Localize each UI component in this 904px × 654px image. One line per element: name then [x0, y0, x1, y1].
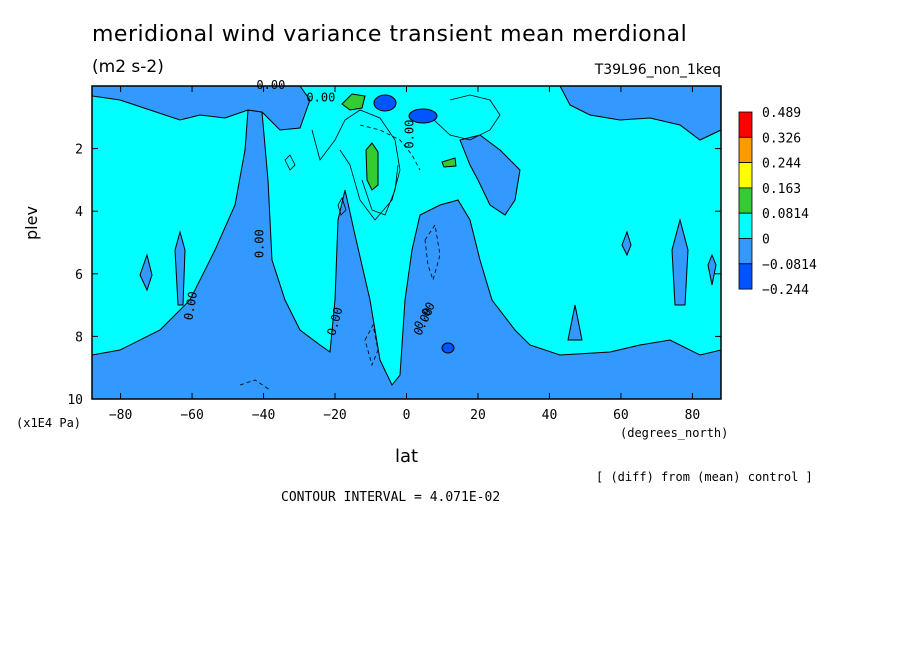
colorbar-label: 0.244	[762, 157, 801, 172]
colorbar-swatch	[738, 111, 753, 138]
x-tick-label: 40	[542, 408, 558, 423]
contour-region-negative	[174, 230, 186, 306]
contour-label: 0.00	[306, 91, 335, 105]
colorbar-label: −0.244	[762, 283, 809, 298]
x-tick-label: −80	[109, 408, 132, 423]
colorbar-swatch	[738, 187, 753, 214]
contour-region-negative	[567, 304, 583, 341]
contour-label: 0.00	[181, 290, 200, 321]
colorbar-swatch	[738, 238, 753, 265]
contour-label: 0.00	[411, 306, 436, 338]
contour-region-negative	[91, 109, 722, 400]
contour-line	[433, 94, 501, 141]
contour-line	[364, 323, 379, 367]
y-axis-units: (x1E4 Pa)	[16, 416, 82, 430]
contour-interval: CONTOUR INTERVAL = 4.071E-02	[281, 490, 501, 505]
contour-region-negative	[707, 253, 717, 286]
colorbar-label: 0	[762, 233, 770, 248]
contour-region-strong-negative	[441, 342, 455, 354]
contour-region-strong-negative	[373, 94, 397, 112]
contour-line	[337, 197, 347, 216]
contour-region-positive	[365, 142, 379, 191]
contour-line	[311, 109, 401, 221]
contour-label: 0.00	[411, 300, 438, 332]
contour-region-positive	[341, 93, 366, 111]
contour-line	[359, 124, 421, 171]
contour-line	[361, 164, 399, 216]
contour-region-strong-negative	[408, 108, 438, 124]
y-tick-label: 4	[75, 205, 83, 220]
colorbar-label: 0.326	[762, 131, 801, 146]
plot-frame	[91, 85, 722, 400]
diff-note: [ (diff) from (mean) control ]	[596, 470, 813, 484]
y-tick-label: 10	[67, 393, 83, 408]
contour-label: 0.00	[253, 229, 267, 258]
contour-line	[239, 379, 271, 391]
x-tick-label: 20	[470, 408, 486, 423]
y-tick-label: 8	[75, 330, 83, 345]
x-tick-label: 80	[685, 408, 701, 423]
y-axis-label: plev	[22, 206, 41, 240]
contour-region-negative	[671, 218, 689, 306]
contour-line	[284, 154, 296, 171]
colorbar-label: 0.0814	[762, 207, 809, 222]
contour-region-positive	[441, 157, 457, 168]
plot-area	[91, 85, 722, 400]
colorbar-swatch	[738, 212, 753, 239]
colorbar-label: −0.0814	[762, 258, 817, 273]
colorbar: 0.489 0.326 0.244 0.163 0.0814 0 −0.0814 −0.244	[738, 106, 817, 298]
colorbar-swatch	[738, 136, 753, 164]
x-tick-label: 60	[613, 408, 629, 423]
contour-region-negative	[559, 85, 722, 141]
chart-title: meridional wind variance transient mean …	[92, 22, 688, 47]
y-tick-label: 2	[75, 143, 83, 158]
colorbar-swatch	[738, 162, 753, 189]
run-label: T39L96_non_1keq	[594, 62, 721, 78]
contour-label: 0.00	[403, 120, 417, 149]
plot-background	[92, 86, 721, 399]
x-tick-label: −40	[252, 408, 275, 423]
contour-region-negative	[139, 253, 153, 292]
contour-labels: 0.000.000.000.00 0.00 0.000.000.00	[181, 78, 438, 338]
axis-ticks: −80 −60 −40 −20 0 20 40 60 80 2 4 6 8 10	[67, 86, 721, 423]
x-axis-units: (degrees_north)	[620, 426, 729, 440]
y-tick-label: 6	[75, 268, 83, 283]
contour-label: 0.00	[256, 78, 285, 92]
contour-region-negative	[459, 134, 521, 216]
x-tick-label: 0	[403, 408, 411, 423]
chart-units: (m2 s-2)	[92, 57, 164, 77]
colorbar-label: 0.163	[762, 182, 801, 197]
x-tick-label: −60	[180, 408, 203, 423]
contour-label: 0.00	[324, 306, 345, 338]
colorbar-label: 0.489	[762, 106, 801, 121]
x-axis-label: lat	[395, 446, 419, 467]
contour-region-negative	[91, 85, 311, 131]
colorbar-swatch	[738, 263, 753, 290]
contour-region-negative	[621, 230, 632, 257]
contour-line	[424, 223, 441, 282]
x-tick-label: −20	[323, 408, 346, 423]
